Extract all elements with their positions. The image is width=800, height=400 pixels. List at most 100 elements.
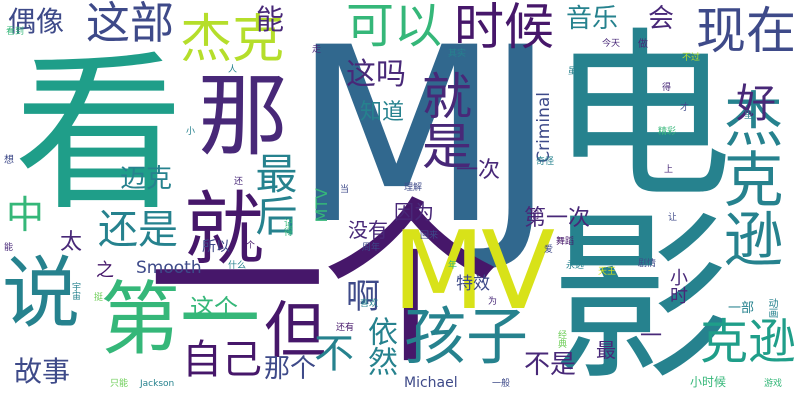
word: 经典 xyxy=(556,330,566,348)
word: Smooth xyxy=(136,258,202,278)
word: 不 xyxy=(314,331,354,377)
word: 不过 xyxy=(682,53,701,63)
word: 迈克 xyxy=(120,164,173,194)
word: 什么 xyxy=(228,261,247,271)
word: 一部 xyxy=(728,301,755,316)
word: 舞蹈 xyxy=(556,237,575,247)
word: 挺 xyxy=(94,293,104,303)
word: MTV xyxy=(312,188,331,223)
word: 太 xyxy=(60,230,83,255)
word: 最后 xyxy=(249,152,298,236)
word: 知道 xyxy=(360,100,405,125)
word: 好 xyxy=(736,81,776,127)
word: 今天 xyxy=(602,39,621,49)
word: 但 xyxy=(264,294,327,367)
word: 一个 xyxy=(148,181,500,388)
word: 虽然 xyxy=(568,67,587,77)
word: Michael xyxy=(404,375,458,391)
word: 自己 xyxy=(182,337,262,383)
word: 动画 xyxy=(766,298,777,318)
word: 做 xyxy=(638,39,648,50)
word: 杰克逊 xyxy=(713,88,783,268)
word: 说 xyxy=(2,249,81,339)
word: 那 xyxy=(198,64,288,169)
word: 中 xyxy=(6,193,45,237)
word: 因为 xyxy=(394,200,434,224)
word: 年 xyxy=(448,261,458,271)
word: 偶像 xyxy=(8,5,65,38)
word: 这个 xyxy=(190,294,238,322)
word: 不是 xyxy=(524,350,577,380)
word: 就 xyxy=(184,183,264,276)
word: 小 xyxy=(186,127,196,137)
word: 上 xyxy=(664,165,674,175)
word: 所以 xyxy=(202,239,230,255)
word: 精彩 xyxy=(658,127,677,137)
word: Criminal xyxy=(534,92,554,163)
word: 能 xyxy=(256,3,285,36)
word: 还有 xyxy=(336,323,355,333)
word: 人 xyxy=(228,65,238,75)
word: 时候 xyxy=(454,0,554,56)
word: 得 xyxy=(662,83,672,93)
word: 看到 xyxy=(6,27,25,37)
word: 音乐 xyxy=(566,4,619,34)
word: 啊 xyxy=(346,277,380,317)
word: 想 xyxy=(4,155,14,166)
word: MV xyxy=(392,209,555,334)
word: 故事 xyxy=(14,355,71,388)
word: 天王 xyxy=(598,267,617,277)
word: 小时 xyxy=(667,268,688,304)
word: 可以 xyxy=(346,0,443,54)
word: 最 xyxy=(596,338,616,362)
word: 会 xyxy=(648,4,675,34)
word: 电影 xyxy=(520,20,732,384)
word: 才 xyxy=(680,103,690,113)
word: 走 xyxy=(312,45,322,55)
word: 周年 xyxy=(362,243,381,253)
word: 理解 xyxy=(404,183,423,193)
word: 让 xyxy=(668,213,678,223)
word: 永远 xyxy=(566,261,585,271)
word: 一直 xyxy=(628,141,647,151)
word: 奇怪 xyxy=(536,157,555,167)
word: 们 xyxy=(530,211,540,221)
word: 这部 xyxy=(86,0,174,49)
word: 这吗 xyxy=(346,57,406,92)
word: 孩子 xyxy=(404,300,529,373)
word: 第一次 xyxy=(524,206,591,231)
word: 剧情 xyxy=(638,259,657,269)
word: 回来 xyxy=(420,231,439,241)
word: 一般 xyxy=(492,379,511,389)
word: 没有 xyxy=(348,218,388,242)
word: 为 xyxy=(488,297,498,307)
word: 小时候 xyxy=(690,375,727,389)
word: 其实 xyxy=(448,49,467,59)
word: 克逊 xyxy=(700,314,797,370)
word: 一 xyxy=(640,324,663,349)
word: 看 xyxy=(14,36,185,234)
word: 一次 xyxy=(456,158,501,183)
word: 里 xyxy=(744,111,754,121)
word: 杰克 xyxy=(180,10,285,70)
word: 当 xyxy=(340,185,350,195)
word: 喜欢 xyxy=(360,299,379,309)
word: 记得 xyxy=(282,218,292,236)
word: 之 xyxy=(96,260,114,281)
word: Jackson xyxy=(140,379,175,389)
word: 个 xyxy=(244,240,254,249)
word: MJ xyxy=(292,0,556,278)
word: 游戏 xyxy=(764,379,783,389)
word: 第一 xyxy=(100,273,260,366)
word: 能 xyxy=(4,243,14,253)
word: 特效 xyxy=(456,274,490,294)
word: 那个 xyxy=(264,354,317,384)
word: 依然 xyxy=(362,316,397,376)
word: 爱 xyxy=(544,245,554,255)
word: 还是 xyxy=(98,207,178,253)
word: 就是 xyxy=(414,70,472,170)
word: 还 xyxy=(234,177,244,187)
word: 只能 xyxy=(110,379,129,389)
word: 宇宙 xyxy=(70,282,80,300)
